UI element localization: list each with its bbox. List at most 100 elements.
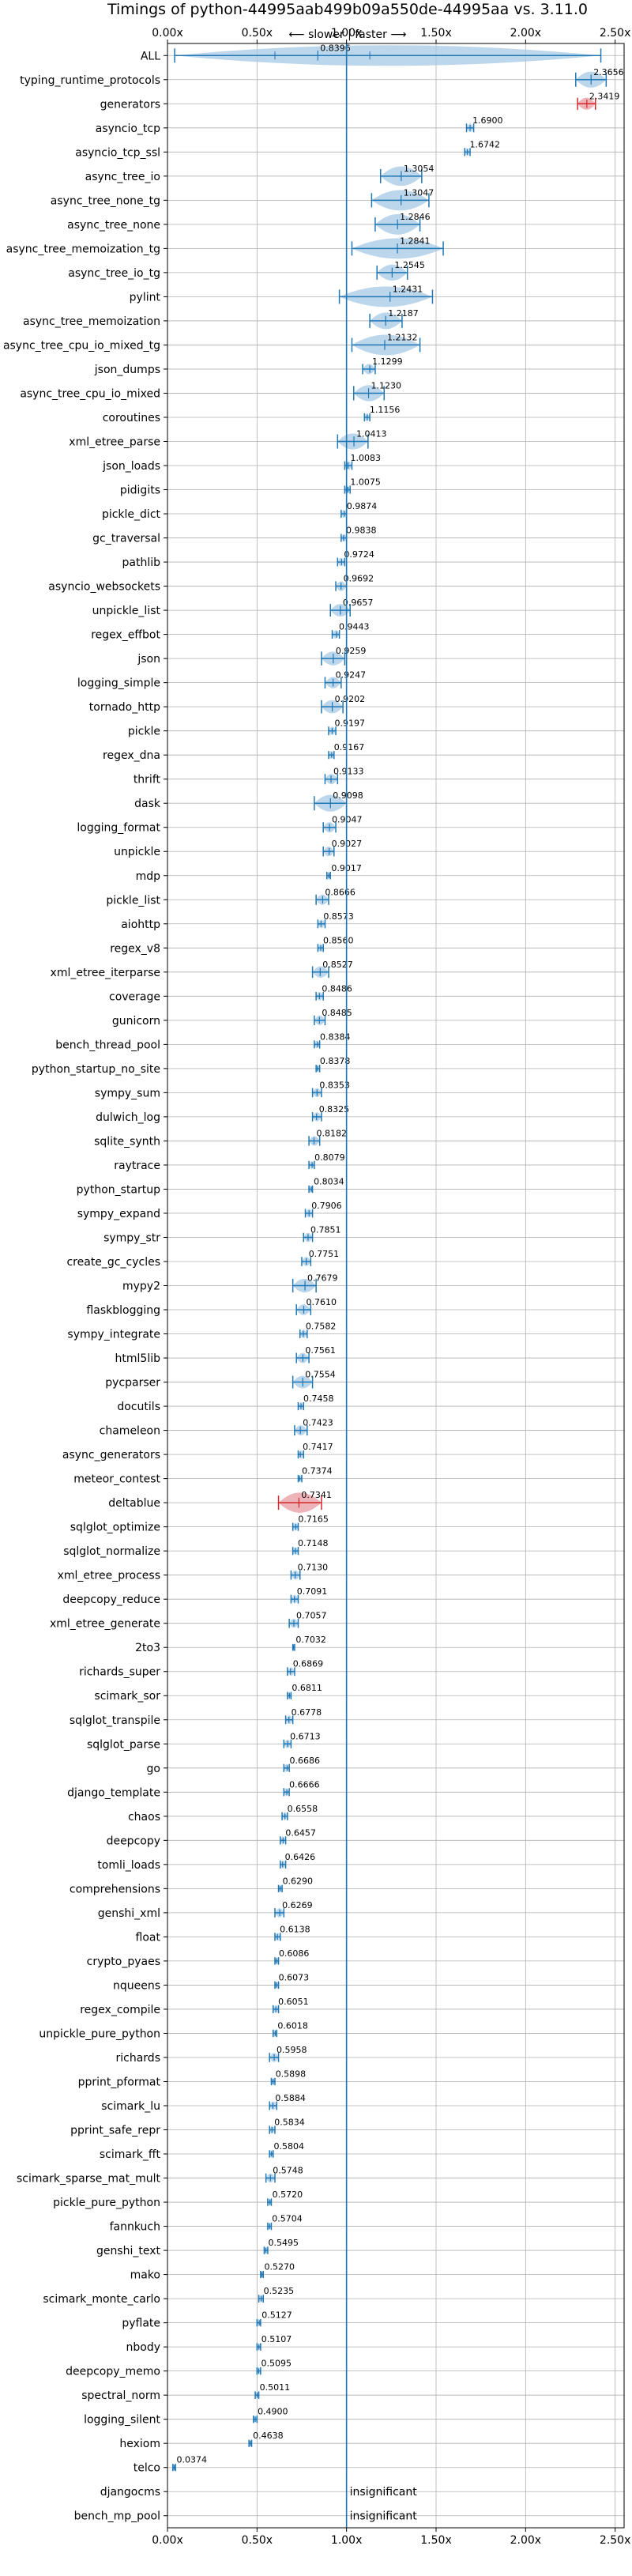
value-label: 2.3419 (589, 91, 620, 101)
value-label: 1.2545 (394, 260, 425, 270)
value-label: 0.9874 (347, 501, 378, 511)
benchmark-label: xml_etree_process (58, 1570, 160, 1582)
x-tick-label-top: 0.00x (152, 27, 182, 40)
benchmark-label: gc_traversal (92, 533, 160, 545)
benchmark-label: mako (130, 2269, 160, 2282)
value-label: 0.7751 (309, 1249, 340, 1259)
x-tick-label-top: 2.50x (600, 27, 630, 40)
benchmark-label: async_generators (62, 1449, 160, 1461)
value-label: 0.8666 (325, 887, 356, 897)
benchmark-label: coverage (109, 990, 160, 1003)
value-label: 0.9197 (334, 718, 365, 729)
value-label: 1.1299 (372, 356, 403, 367)
value-label: 0.6051 (278, 1997, 309, 2007)
benchmark-label: chaos (128, 1811, 160, 1824)
value-label: 0.4638 (253, 2431, 284, 2441)
value-label: 2.3656 (593, 67, 624, 77)
benchmark-label: asyncio_tcp_ssl (75, 146, 160, 159)
benchmark-label: async_tree_io_tg (68, 267, 160, 280)
benchmark-label: raytrace (114, 1160, 160, 1172)
benchmark-label: coroutines (103, 412, 160, 424)
value-label: 0.7032 (295, 1635, 326, 1645)
value-label: 0.5704 (272, 2214, 303, 2224)
value-label: 1.3047 (404, 187, 434, 198)
benchmark-label: mdp (136, 870, 161, 883)
benchmark-label: logging_format (77, 822, 160, 835)
benchmark-label: deepcopy (107, 1835, 160, 1847)
benchmark-label: pickle_dict (102, 508, 161, 521)
value-label: 0.8353 (319, 1080, 350, 1090)
benchmark-label: pickle_pure_python (53, 2197, 160, 2209)
value-label: 0.7165 (298, 1514, 329, 1525)
value-label: 1.2846 (400, 212, 431, 222)
value-label: 0.6666 (289, 1779, 320, 1790)
benchmark-label: sympy_integrate (67, 1329, 160, 1341)
benchmark-label: pickle (128, 726, 160, 738)
value-label: 0.8485 (322, 1008, 352, 1018)
benchmark-label: unpickle_list (92, 605, 161, 617)
benchmark-label: json_dumps (94, 364, 160, 376)
value-label: 0.8079 (314, 1152, 345, 1163)
value-label: 0.5495 (269, 2238, 299, 2248)
value-label: 0.6269 (282, 1900, 313, 1910)
value-label: 0.9167 (334, 742, 365, 752)
value-label: 0.7130 (298, 1563, 329, 1573)
benchmark-label: sympy_str (103, 1231, 160, 1244)
value-label: 0.7561 (305, 1345, 336, 1356)
value-label: 0.5884 (275, 2093, 306, 2103)
benchmark-label: logging_simple (77, 677, 160, 690)
insignificant-label: insignificant (350, 2486, 418, 2499)
value-label: 0.9724 (344, 549, 374, 560)
benchmark-label: deltablue (108, 1497, 160, 1510)
benchmark-label: bench_mp_pool (74, 2510, 160, 2523)
benchmark-label: deepcopy_memo (66, 2366, 160, 2378)
value-label: 0.7374 (302, 1466, 333, 1477)
x-tick-label-bottom: 1.00x (331, 2534, 362, 2547)
benchmark-label: unpickle (114, 846, 160, 858)
category-labels: ALL typing_runtime_protocols generators asy… (3, 50, 161, 2522)
value-label: 0.9657 (343, 598, 374, 608)
benchmark-label: django_template (67, 1786, 160, 1799)
benchmark-label: flaskblogging (86, 1304, 160, 1317)
insignificant-label: insignificant (350, 2510, 418, 2523)
benchmark-label: scimark_sparse_mat_mult (17, 2173, 160, 2186)
value-label: 0.6457 (285, 1827, 316, 1838)
value-label: 0.7091 (297, 1586, 328, 1597)
benchmark-label: generators (100, 98, 160, 111)
benchmark-label: nqueens (113, 1979, 160, 1992)
value-label: 1.1230 (371, 380, 402, 390)
value-label: 1.2431 (393, 284, 423, 294)
benchmark-label: deepcopy_reduce (62, 1593, 160, 1606)
value-label: 1.0075 (350, 477, 381, 488)
benchmark-label: dulwich_log (96, 1111, 160, 1124)
value-label: 1.1156 (370, 405, 401, 415)
benchmark-label: async_tree_cpu_io_mixed_tg (3, 339, 160, 352)
benchmark-label: pprint_pformat (78, 2076, 161, 2088)
benchmark-label: pylint (130, 291, 161, 304)
benchmark-label: sqlite_synth (94, 1135, 160, 1148)
benchmark-label: sympy_expand (77, 1208, 160, 1220)
value-label: 1.0413 (356, 428, 387, 439)
value-label: 0.7148 (298, 1538, 329, 1548)
value-label: 1.2132 (387, 332, 418, 342)
value-label: 0.5958 (276, 2045, 307, 2055)
value-label: 1.6742 (469, 139, 500, 149)
value-label: 0.9098 (333, 790, 363, 801)
value-label: 0.7554 (305, 1370, 336, 1380)
value-label: 0.8573 (323, 911, 354, 922)
benchmark-label: hexiom (119, 2438, 160, 2450)
value-label: 0.7341 (301, 1490, 332, 1500)
benchmark-label: scimark_lu (101, 2100, 160, 2113)
value-label: 0.5235 (264, 2286, 295, 2296)
benchmark-label: pathlib (122, 556, 161, 569)
value-label: 0.7417 (303, 1442, 333, 1452)
benchmark-label: comprehensions (70, 1883, 160, 1895)
benchmark-label: mypy2 (122, 1280, 160, 1293)
value-label: 0.6290 (283, 1876, 314, 1886)
value-label: 0.7610 (306, 1297, 337, 1307)
benchmark-label: async_tree_memoization_tg (6, 243, 160, 255)
benchmark-label: xml_etree_parse (69, 436, 160, 448)
value-label: 0.7057 (296, 1611, 327, 1621)
benchmark-label: logging_silent (84, 2414, 160, 2427)
chart-title: Timings of python-44995aab499b09a550de-4… (107, 1, 588, 18)
